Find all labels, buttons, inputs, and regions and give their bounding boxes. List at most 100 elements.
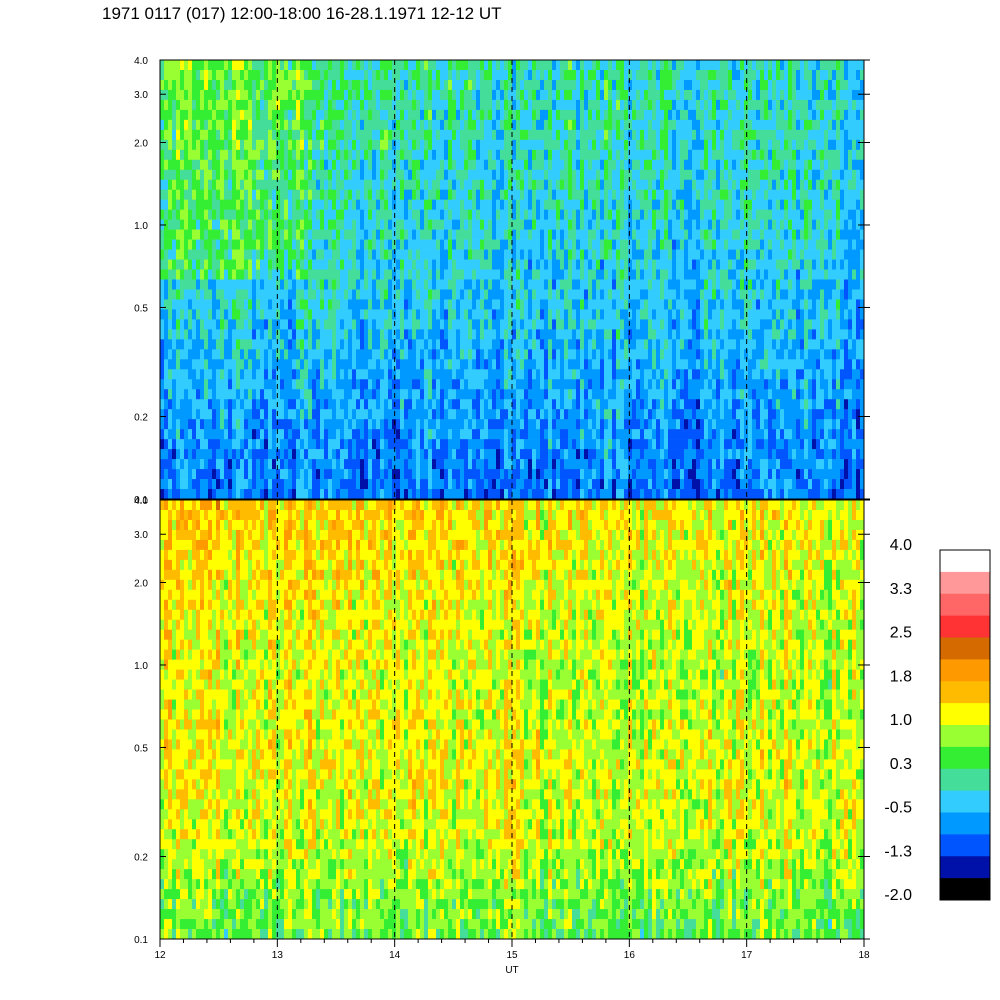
heatmap-cell xyxy=(176,309,180,319)
heatmap-cell xyxy=(564,469,568,479)
heatmap-cell xyxy=(184,379,188,389)
heatmap-cell xyxy=(168,479,172,489)
heatmap-cell xyxy=(300,429,304,439)
heatmap-cell xyxy=(544,90,548,100)
heatmap-cell xyxy=(392,70,396,80)
heatmap-cell xyxy=(452,150,456,160)
heatmap-cell xyxy=(348,250,352,260)
heatmap-cell xyxy=(428,260,432,270)
heatmap-cell xyxy=(564,210,568,220)
heatmap-cell xyxy=(604,469,608,479)
heatmap-cell xyxy=(420,110,424,120)
heatmap-cell xyxy=(208,479,212,489)
heatmap-cell xyxy=(184,459,188,469)
heatmap-cell xyxy=(584,200,588,210)
heatmap-cell xyxy=(176,200,180,210)
heatmap-cell xyxy=(612,299,616,309)
heatmap-cell xyxy=(552,349,556,359)
heatmap-cell xyxy=(472,190,476,200)
heatmap-cell xyxy=(200,270,204,280)
heatmap-cell xyxy=(400,479,404,489)
heatmap-cell xyxy=(588,190,592,200)
heatmap-cell xyxy=(360,100,364,110)
heatmap-cell xyxy=(460,419,464,429)
heatmap-cell xyxy=(452,289,456,299)
heatmap-cell xyxy=(408,319,412,329)
heatmap-cell xyxy=(352,379,356,389)
heatmap-cell xyxy=(380,299,384,309)
heatmap-cell xyxy=(464,100,468,110)
heatmap-cell xyxy=(264,309,268,319)
heatmap-cell xyxy=(552,140,556,150)
heatmap-cell xyxy=(332,409,336,419)
heatmap-cell xyxy=(504,299,508,309)
heatmap-cell xyxy=(276,120,280,130)
heatmap-cell xyxy=(608,329,612,339)
heatmap-cell xyxy=(232,289,236,299)
heatmap-cell xyxy=(552,369,556,379)
heatmap-cell xyxy=(456,220,460,230)
heatmap-cell xyxy=(492,389,496,399)
heatmap-cell xyxy=(336,220,340,230)
heatmap-cell xyxy=(284,180,288,190)
heatmap-cell xyxy=(248,90,252,100)
heatmap-cell xyxy=(532,180,536,190)
heatmap-cell xyxy=(320,240,324,250)
heatmap-cell xyxy=(440,150,444,160)
heatmap-cell xyxy=(392,419,396,429)
heatmap-cell xyxy=(264,439,268,449)
heatmap-cell xyxy=(576,190,580,200)
heatmap-cell xyxy=(232,409,236,419)
heatmap-cell xyxy=(452,220,456,230)
heatmap-cell xyxy=(240,190,244,200)
heatmap-cell xyxy=(572,250,576,260)
heatmap-cell xyxy=(576,80,580,90)
heatmap-cell xyxy=(524,329,528,339)
heatmap-cell xyxy=(284,369,288,379)
heatmap-cell xyxy=(324,150,328,160)
heatmap-cell xyxy=(600,309,604,319)
heatmap-cell xyxy=(296,160,300,170)
heatmap-cell xyxy=(236,469,240,479)
heatmap-cell xyxy=(560,170,564,180)
heatmap-cell xyxy=(296,110,300,120)
heatmap-cell xyxy=(552,329,556,339)
heatmap-cell xyxy=(556,379,560,389)
heatmap-cell xyxy=(428,130,432,140)
heatmap-cell xyxy=(528,180,532,190)
heatmap-cell xyxy=(416,120,420,130)
heatmap-cell xyxy=(248,429,252,439)
heatmap-cell xyxy=(268,100,272,110)
heatmap-cell xyxy=(232,60,236,70)
heatmap-cell xyxy=(444,230,448,240)
heatmap-cell xyxy=(564,200,568,210)
heatmap-cell xyxy=(604,110,608,120)
heatmap-cell xyxy=(268,220,272,230)
heatmap-cell xyxy=(568,369,572,379)
heatmap-cell xyxy=(276,230,280,240)
heatmap-cell xyxy=(212,429,216,439)
heatmap-cell xyxy=(436,469,440,479)
heatmap-cell xyxy=(400,100,404,110)
heatmap-cell xyxy=(416,90,420,100)
heatmap-cell xyxy=(256,489,260,499)
heatmap-cell xyxy=(244,399,248,409)
heatmap-cell xyxy=(232,110,236,120)
heatmap-cell xyxy=(440,180,444,190)
heatmap-cell xyxy=(528,399,532,409)
heatmap-cell xyxy=(472,90,476,100)
heatmap-cell xyxy=(232,280,236,290)
heatmap-cell xyxy=(424,60,428,70)
heatmap-cell xyxy=(252,289,256,299)
heatmap-cell xyxy=(252,190,256,200)
heatmap-cell xyxy=(544,439,548,449)
heatmap-cell xyxy=(520,220,524,230)
heatmap-cell xyxy=(396,250,400,260)
heatmap-cell xyxy=(512,449,516,459)
heatmap-cell xyxy=(432,449,436,459)
heatmap-cell xyxy=(476,309,480,319)
heatmap-cell xyxy=(240,120,244,130)
heatmap-cell xyxy=(496,90,500,100)
heatmap-cell xyxy=(380,220,384,230)
heatmap-cell xyxy=(408,130,412,140)
